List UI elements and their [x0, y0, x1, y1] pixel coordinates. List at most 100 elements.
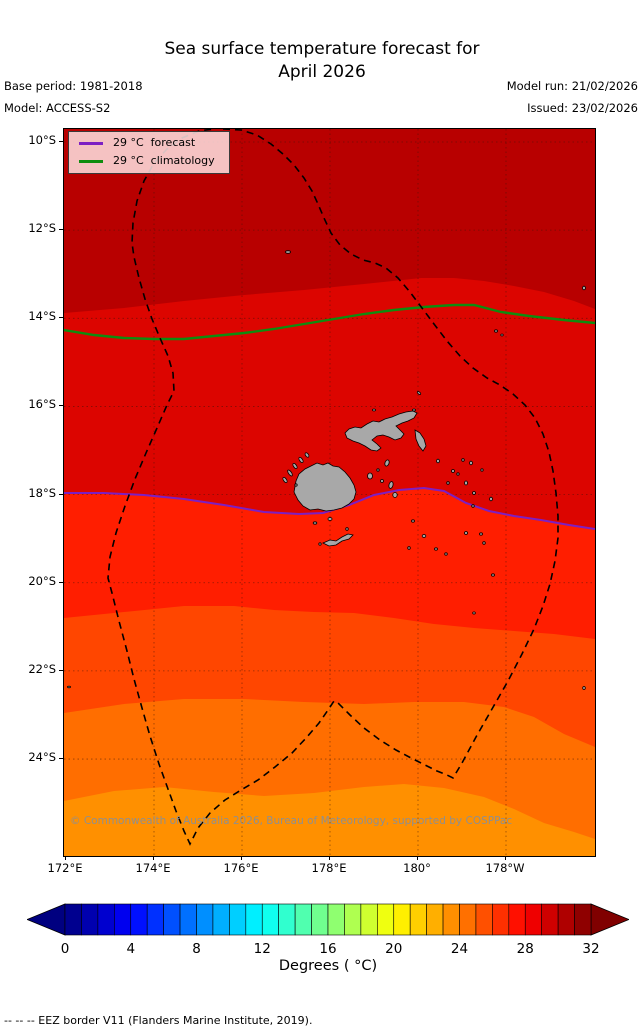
colorbar-cell [179, 903, 197, 936]
islet [446, 481, 450, 485]
islet [412, 408, 416, 412]
colorbar-tick-label: 0 [60, 941, 70, 957]
map-legend: 29 °C forecast 29 °C climatology [68, 131, 230, 174]
colorbar-cell [229, 903, 247, 936]
islet [421, 534, 427, 538]
colorbar-cell [81, 903, 99, 936]
x-axis-tickmark [505, 856, 506, 860]
colorbar-under-arrow [25, 903, 66, 936]
title-line-1: Sea surface temperature forecast for [164, 39, 480, 59]
islet [434, 547, 438, 551]
band-25-26 [64, 784, 595, 856]
colorbar-cell [377, 903, 395, 936]
islet [582, 686, 586, 690]
islet [294, 483, 298, 487]
islet [282, 476, 288, 484]
colorbar-cell [163, 903, 181, 936]
colorbar-cell [146, 903, 164, 936]
x-axis-tickmark [65, 856, 66, 860]
y-axis-tickmark [59, 317, 63, 319]
x-axis-tick-label: 180° [403, 861, 431, 875]
x-axis-tick-label: 178°E [311, 861, 347, 875]
legend-climatology-label: 29 °C climatology [113, 154, 215, 167]
y-axis-tick-label: 10°S [28, 133, 56, 147]
colorbar-cell [574, 903, 592, 936]
base-period-text: Base period: 1981-2018 [4, 79, 143, 93]
islet [376, 468, 380, 472]
island-kadavu [322, 533, 354, 547]
legend-forecast-label: 29 °C forecast [113, 136, 196, 149]
page-title: Sea surface temperature forecast for Apr… [0, 38, 644, 84]
islet [471, 504, 475, 508]
colorbar-cell [97, 903, 115, 936]
islet [464, 480, 468, 486]
islet [494, 329, 498, 333]
colorbar-cell [393, 903, 411, 936]
colorbar-tick-label: 20 [385, 941, 403, 957]
forecast-line-swatch [79, 142, 103, 145]
islet [298, 456, 304, 464]
islet [489, 496, 493, 502]
islet [451, 469, 455, 473]
islet [318, 542, 322, 546]
y-axis-tick-label: 24°S [28, 750, 56, 765]
model-text: Model: ACCESS-S2 [4, 101, 111, 115]
issued-text: Issued: 23/02/2026 [527, 101, 638, 115]
colorbar-tick-label: 16 [319, 941, 337, 957]
climatology-29c-line [64, 303, 595, 341]
islet [312, 521, 318, 525]
islet [444, 552, 448, 556]
colorbar-tick-label: 4 [126, 941, 136, 957]
colorbar-over-arrow [590, 903, 631, 936]
islet [67, 685, 71, 689]
x-axis-tickmark [417, 856, 418, 860]
forecast-29c-line [64, 486, 595, 530]
eez-source-note: -- -- -- EEZ border V11 (Flanders Marine… [4, 1014, 313, 1027]
islet [500, 333, 504, 337]
y-axis-tick-label: 16°S [28, 397, 56, 412]
colorbar-cell [426, 903, 444, 936]
y-axis-tick-label: 20°S [28, 573, 56, 588]
y-axis-tickmark [59, 141, 63, 142]
islet [345, 527, 349, 531]
islet [436, 458, 440, 464]
colorbar-cell [245, 903, 263, 936]
islet [480, 468, 484, 472]
colorbar-cell [196, 903, 214, 936]
islet [482, 541, 486, 545]
islet [416, 391, 422, 395]
legend-row-climatology: 29 °C climatology [69, 152, 229, 170]
colorbar-tick-label: 32 [582, 941, 600, 957]
islet [392, 492, 398, 498]
x-axis-tickmark [153, 856, 154, 860]
colorbar-cell [508, 903, 526, 936]
legend-row-forecast: 29 °C forecast [69, 134, 229, 152]
y-axis-tick-label: 14°S [28, 309, 56, 324]
y-axis-tick-label: 22°S [28, 661, 56, 676]
island-taveuni [414, 429, 427, 452]
colorbar-cell [541, 903, 559, 936]
colorbar-cell [492, 903, 510, 936]
title-line-2: April 2026 [278, 62, 366, 82]
islet [464, 531, 468, 535]
colorbar-cell [459, 903, 477, 936]
colorbar-tick-label: 12 [253, 941, 271, 957]
x-axis-tick-label: 176°E [223, 861, 259, 875]
colorbar-cell [327, 903, 345, 936]
x-axis-tick-label: 174°E [135, 861, 171, 875]
islet [372, 408, 376, 412]
colorbar-cell [442, 903, 460, 936]
colorbar-cell [409, 903, 427, 936]
islet [292, 462, 298, 470]
islet [367, 472, 373, 480]
y-axis-tick-label: 12°S [28, 221, 56, 236]
islet [461, 458, 465, 462]
eez-border-line [107, 129, 559, 846]
y-axis-tickmark [59, 669, 63, 671]
islet [380, 479, 384, 483]
small-islands [67, 250, 586, 690]
x-axis-tickmark [241, 856, 242, 860]
colorbar-cell [130, 903, 148, 936]
fiji-islands [67, 250, 586, 690]
